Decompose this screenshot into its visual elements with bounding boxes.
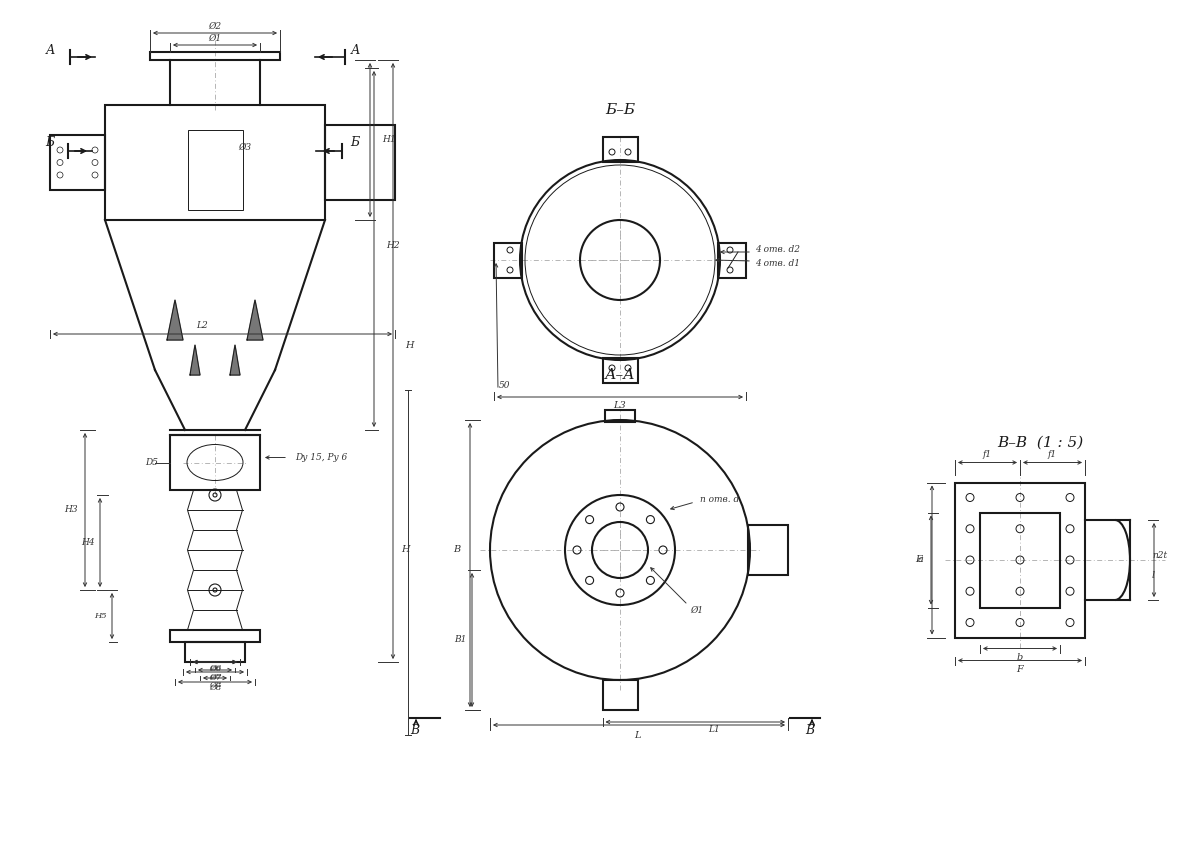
Polygon shape xyxy=(230,345,240,375)
Text: А–А: А–А xyxy=(605,368,635,382)
Bar xyxy=(150,52,280,60)
Bar xyxy=(494,243,522,278)
Text: H1: H1 xyxy=(382,136,396,144)
Text: b: b xyxy=(1016,653,1024,662)
Text: А: А xyxy=(350,44,360,57)
Text: H2: H2 xyxy=(386,241,400,249)
Text: D5: D5 xyxy=(145,458,158,467)
Bar xyxy=(106,105,325,220)
Text: Ø3: Ø3 xyxy=(239,143,252,152)
Bar xyxy=(748,525,788,575)
Bar xyxy=(602,358,637,383)
Text: Б–Б: Б–Б xyxy=(605,103,635,117)
Text: H3: H3 xyxy=(64,506,78,514)
Text: E: E xyxy=(916,556,923,564)
Text: Б: Б xyxy=(46,137,54,150)
Text: 50: 50 xyxy=(499,380,511,390)
Bar xyxy=(980,513,1060,607)
Text: Ø6: Ø6 xyxy=(209,664,221,672)
Bar xyxy=(185,642,245,662)
Bar xyxy=(602,137,637,162)
Text: L3: L3 xyxy=(613,401,626,409)
Polygon shape xyxy=(190,345,200,375)
Text: n2t: n2t xyxy=(1152,550,1168,560)
Text: f1: f1 xyxy=(1048,450,1057,459)
Bar xyxy=(602,680,637,710)
Text: H: H xyxy=(406,341,414,349)
Bar xyxy=(325,125,395,200)
Text: Dy 15, Py 6: Dy 15, Py 6 xyxy=(295,453,347,462)
Polygon shape xyxy=(247,300,263,340)
Text: a: a xyxy=(918,556,924,564)
Polygon shape xyxy=(167,300,182,340)
Text: Ø7: Ø7 xyxy=(209,674,221,682)
Text: n отв. d: n отв. d xyxy=(700,495,739,505)
Text: Ø1: Ø1 xyxy=(690,605,703,615)
Text: В1: В1 xyxy=(454,636,466,644)
Text: В–В  (1 : 5): В–В (1 : 5) xyxy=(997,435,1084,450)
Text: H4: H4 xyxy=(82,538,95,547)
Text: L2: L2 xyxy=(197,321,209,329)
Text: 4 отв. d1: 4 отв. d1 xyxy=(755,259,800,267)
Text: 4 отв. d2: 4 отв. d2 xyxy=(755,245,800,255)
Text: Ø8: Ø8 xyxy=(209,681,221,689)
Text: L1: L1 xyxy=(708,726,720,734)
Text: В: В xyxy=(454,545,461,555)
Text: Б: Б xyxy=(350,137,360,150)
Text: Ø6: Ø6 xyxy=(209,665,221,673)
Bar xyxy=(955,482,1085,637)
Text: А: А xyxy=(46,44,55,57)
Text: Ø2: Ø2 xyxy=(209,22,222,30)
Text: H: H xyxy=(401,545,409,555)
Bar xyxy=(50,135,106,190)
Text: Ø7: Ø7 xyxy=(209,673,221,681)
Text: Ø8: Ø8 xyxy=(209,684,221,692)
Bar xyxy=(605,410,635,422)
Bar xyxy=(718,243,746,278)
Text: L: L xyxy=(635,730,641,740)
Bar xyxy=(170,435,260,490)
Text: F: F xyxy=(1016,665,1024,674)
Text: В: В xyxy=(410,723,420,736)
Text: H5: H5 xyxy=(94,612,107,620)
Text: В: В xyxy=(805,723,815,736)
Bar xyxy=(170,630,260,642)
Text: Ø1: Ø1 xyxy=(209,34,222,42)
Text: l: l xyxy=(1152,570,1156,580)
Bar xyxy=(187,130,242,210)
Text: f1: f1 xyxy=(983,450,992,459)
